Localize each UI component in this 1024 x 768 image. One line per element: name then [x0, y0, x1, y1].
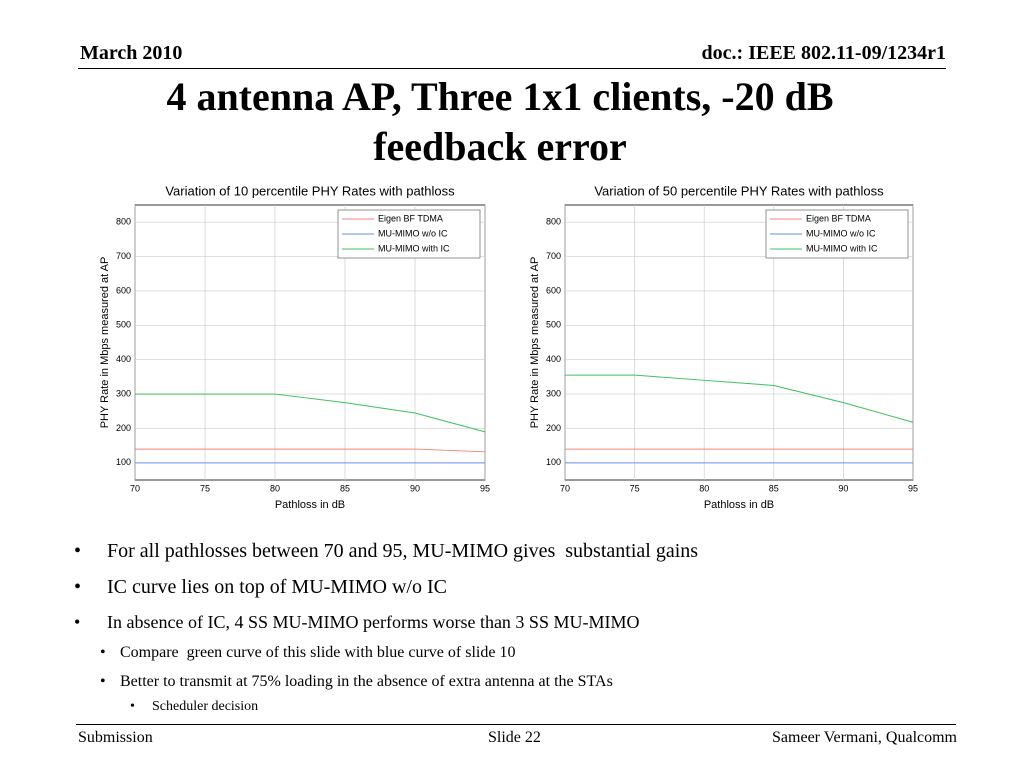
series-line: [135, 448, 486, 453]
x-tick-label: 75: [630, 483, 640, 493]
y-tick-label: 800: [116, 217, 131, 227]
legend-label: MU-MIMO with IC: [378, 243, 450, 253]
bullet-dot: •: [100, 673, 106, 690]
sub-sub-bullet: Scheduler decision: [152, 699, 259, 714]
bullet: For all pathlosses between 70 and 95, MU…: [107, 540, 699, 562]
x-axis-label: Pathloss in dB: [275, 499, 345, 511]
header-doc: doc.: IEEE 802.11-09/1234r1: [701, 42, 946, 64]
x-tick-label: 95: [908, 483, 918, 493]
y-tick-label: 500: [116, 320, 131, 330]
footer-rule: [76, 724, 956, 725]
header-date: March 2010: [80, 42, 183, 64]
x-tick-label: 85: [769, 483, 779, 493]
y-axis-label: PHY Rate in Mbps measured at AP: [99, 257, 111, 429]
bullet: In absence of IC, 4 SS MU-MIMO performs …: [107, 612, 640, 632]
bullet-dot: •: [74, 612, 81, 632]
y-tick-label: 200: [116, 423, 131, 433]
sub-bullet: Better to transmit at 75% loading in the…: [120, 673, 613, 690]
x-tick-label: 80: [270, 483, 280, 493]
header-rule: [78, 68, 946, 69]
legend-label: MU-MIMO w/o IC: [378, 228, 448, 238]
chart-title: Variation of 10 percentile PHY Rates wit…: [165, 183, 455, 198]
x-tick-label: 75: [200, 483, 210, 493]
x-tick-label: 80: [699, 483, 709, 493]
y-tick-label: 600: [546, 285, 561, 295]
legend-label: Eigen BF TDMA: [806, 213, 871, 223]
y-tick-label: 100: [546, 457, 561, 467]
y-tick-label: 500: [546, 320, 561, 330]
y-tick-label: 100: [116, 457, 131, 467]
y-tick-label: 700: [546, 251, 561, 261]
sub-bullet: Compare green curve of this slide with b…: [120, 644, 516, 661]
x-tick-label: 70: [560, 483, 570, 493]
y-tick-label: 400: [116, 354, 131, 364]
legend-label: MU-MIMO w/o IC: [806, 228, 876, 238]
y-tick-label: 400: [546, 354, 561, 364]
legend-label: MU-MIMO with IC: [806, 243, 878, 253]
y-tick-label: 700: [116, 251, 131, 261]
x-tick-label: 95: [480, 483, 490, 493]
y-tick-label: 600: [116, 285, 131, 295]
x-tick-label: 90: [410, 483, 420, 493]
series-line: [135, 393, 486, 433]
y-tick-label: 200: [546, 423, 561, 433]
legend-label: Eigen BF TDMA: [378, 213, 443, 223]
y-tick-label: 300: [116, 388, 131, 398]
bullet-dot: •: [74, 576, 82, 598]
bullet: IC curve lies on top of MU-MIMO w/o IC: [107, 576, 447, 598]
y-tick-label: 300: [546, 388, 561, 398]
x-tick-label: 70: [130, 483, 140, 493]
series-line: [565, 374, 914, 423]
footer-center: Slide 22: [488, 729, 541, 746]
slide-title: 4 antenna AP, Three 1x1 clients, -20 dB …: [166, 74, 834, 169]
bullet-dot: •: [130, 699, 135, 714]
bullet-dot: •: [100, 644, 106, 661]
y-axis-label: PHY Rate in Mbps measured at AP: [529, 257, 541, 429]
chart-title: Variation of 50 percentile PHY Rates wit…: [594, 183, 884, 198]
footer-left: Submission: [78, 729, 153, 746]
footer-right: Sameer Vermani, Qualcomm: [772, 729, 957, 746]
y-tick-label: 800: [546, 217, 561, 227]
x-tick-label: 85: [340, 483, 350, 493]
x-axis-label: Pathloss in dB: [704, 499, 774, 511]
bullet-dot: •: [74, 540, 82, 562]
x-tick-label: 90: [838, 483, 848, 493]
